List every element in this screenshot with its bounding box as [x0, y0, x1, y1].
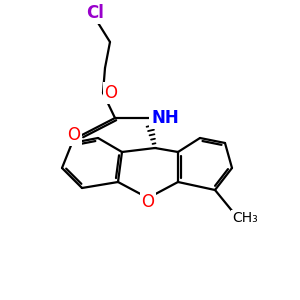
- Text: Cl: Cl: [86, 4, 104, 22]
- Text: NH: NH: [151, 109, 179, 127]
- Text: O: O: [104, 84, 118, 102]
- Text: CH₃: CH₃: [232, 211, 258, 225]
- Text: O: O: [68, 126, 80, 144]
- Text: O: O: [142, 193, 154, 211]
